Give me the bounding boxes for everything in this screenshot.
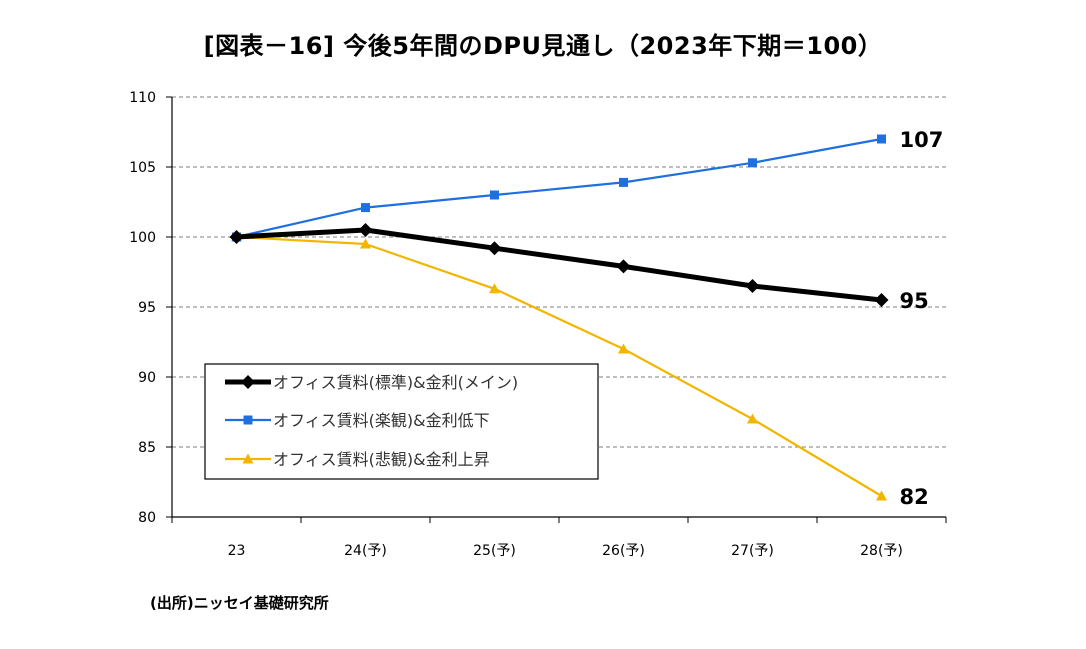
series-lines xyxy=(229,134,889,501)
data-point xyxy=(243,415,253,425)
series-line-2 xyxy=(236,137,882,239)
y-tick-label: 110 xyxy=(129,90,156,106)
y-tick-label: 105 xyxy=(129,160,156,176)
data-point xyxy=(877,134,886,144)
data-point xyxy=(229,230,244,244)
source-note: (出所)ニッセイ基礎研究所 xyxy=(150,594,329,612)
axes: 80 85 90 95 100 105 110 23 24(予) 25(予) 26(予) 27(予) 2… xyxy=(129,90,947,559)
data-point xyxy=(490,190,499,200)
end-label: 107 xyxy=(900,128,944,152)
legend-entry: オフィス賃料(悲観)&金利上昇 xyxy=(273,450,490,469)
data-point xyxy=(619,177,628,187)
x-tick-label: 27(予) xyxy=(731,543,774,559)
y-tick-label: 95 xyxy=(138,300,156,316)
x-tick-label: 25(予) xyxy=(473,543,516,559)
data-point xyxy=(745,279,760,293)
data-point xyxy=(241,375,255,389)
legend-entry: オフィス賃料(楽観)&金利低下 xyxy=(273,411,490,430)
y-tick-label: 85 xyxy=(138,440,156,456)
data-point xyxy=(487,241,502,256)
y-tick-label: 100 xyxy=(129,230,156,246)
x-tick-label: 28(予) xyxy=(860,543,903,559)
data-point xyxy=(616,259,631,274)
data-point xyxy=(618,343,629,354)
x-tick-label: 26(予) xyxy=(602,543,645,559)
data-point xyxy=(874,293,889,307)
data-point xyxy=(360,238,371,249)
x-tick-label: 24(予) xyxy=(344,543,387,559)
series-line-3 xyxy=(236,235,883,497)
data-point xyxy=(242,453,254,464)
legend-entry: オフィス賃料(標準)&金利(メイン) xyxy=(273,373,518,392)
end-labels: 95 107 82 xyxy=(900,128,944,509)
data-point xyxy=(876,490,887,501)
data-point xyxy=(358,223,373,237)
end-label: 82 xyxy=(900,485,929,509)
data-point xyxy=(489,283,500,294)
data-point xyxy=(748,158,757,168)
y-tick-label: 80 xyxy=(138,510,156,526)
end-label: 95 xyxy=(900,289,929,313)
y-tick-label: 90 xyxy=(138,370,156,386)
chart-title: [図表－16] 今後5年間のDPU見通し（2023年下期＝100） xyxy=(203,32,883,60)
series-line-1 xyxy=(236,227,882,303)
data-point xyxy=(747,413,758,424)
data-point xyxy=(361,203,370,213)
legend: オフィス賃料(標準)&金利(メイン) オフィス賃料(楽観)&金利低下オフィス賃料(… xyxy=(204,363,599,480)
x-tick-label: 23 xyxy=(228,543,246,559)
